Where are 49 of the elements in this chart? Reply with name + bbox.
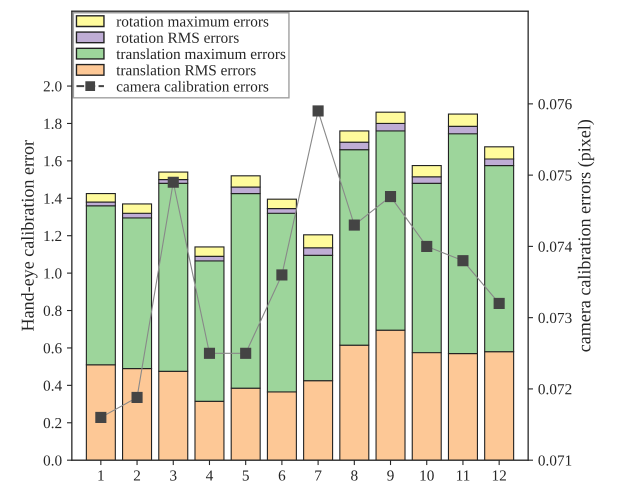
point [384,190,396,202]
x-tick-label: 4 [206,470,214,481]
legend-label: translation RMS errors [116,64,256,76]
bar [86,193,116,203]
y2-axis-title: camera calibration errors (pixel) [578,120,594,352]
point [276,269,288,280]
point [204,348,216,359]
x-tick-label: 10 [420,470,434,481]
y2-tick-label: 0.075 [538,170,572,181]
x-tick-label: 3 [170,470,176,481]
x-tick-label: 2 [134,470,140,481]
point [168,176,179,188]
point [348,219,360,231]
legend-label: rotation RMS errors [116,32,239,43]
legend-label: translation maximum errors [116,48,286,60]
point [457,255,468,266]
y-tick-label: 0.2 [44,418,62,428]
y-tick-label: 0.4 [44,380,62,391]
x-tick-label: 9 [387,470,394,481]
point [421,240,432,252]
point [131,392,143,404]
y-tick-label: 2.0 [44,81,62,92]
point [95,412,106,423]
x-tick-label: 8 [351,470,358,481]
x-tick-label: 6 [278,470,286,481]
legend-label: camera calibration errors [116,80,268,92]
x-tick-label: 1 [98,470,104,481]
point [494,298,505,309]
point [312,105,324,117]
y2-tick-label: 0.072 [538,384,572,394]
x-tick-label: 12 [492,470,506,481]
point [240,348,252,359]
y-tick-label: 1.4 [44,194,62,204]
y2-tick-label: 0.076 [538,99,572,110]
y-tick-label: 0.0 [44,455,62,466]
y2-tick-label: 0.073 [538,312,572,324]
y-tick-label: 1.0 [44,268,62,279]
x-tick-label: 7 [315,470,322,481]
x-tick-label: 5 [242,470,249,481]
y-tick-label: 0.6 [44,343,62,354]
y-tick-label: 1.8 [44,118,62,129]
y-tick-label: 1.6 [44,156,62,166]
y-tick-label: 1.2 [44,230,62,242]
y2-tick-label: 0.071 [538,455,572,466]
legend-label: rotation maximum errors [116,16,268,27]
y-tick-label: 0.8 [44,306,62,316]
x-tick-label: 11 [456,470,470,481]
y-axis-title: Hand-eye calibration error [21,140,38,331]
y2-tick-label: 0.074 [538,242,572,252]
